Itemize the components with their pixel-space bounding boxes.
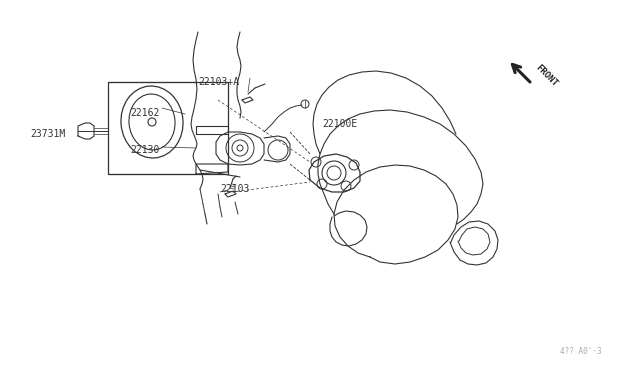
Text: 22103: 22103: [220, 184, 250, 194]
Text: 4?? A0'·3: 4?? A0'·3: [560, 347, 602, 356]
Text: 23731M: 23731M: [30, 129, 65, 139]
Text: 22100E: 22100E: [322, 119, 357, 129]
Text: 22162: 22162: [130, 108, 159, 118]
Bar: [108, 82, 228, 174]
Text: 22130: 22130: [130, 145, 159, 155]
Text: 22103+A: 22103+A: [198, 77, 239, 87]
Text: FRONT: FRONT: [534, 62, 559, 88]
